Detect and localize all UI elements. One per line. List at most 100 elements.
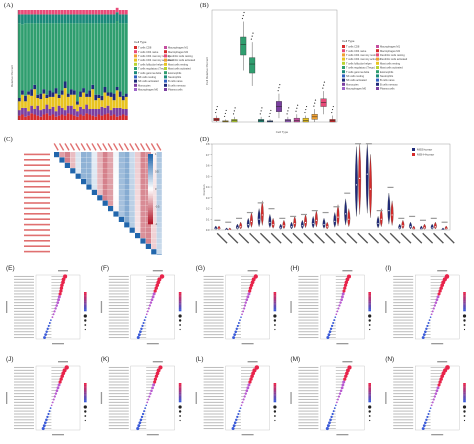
legend-swatch: [164, 46, 167, 49]
lollipop-panel: (M): [290, 356, 372, 436]
lollipop-dot: [46, 327, 49, 330]
lollipop-dot: [147, 307, 150, 310]
heatmap-cell: [97, 195, 103, 201]
size-legend-dot: [84, 324, 87, 326]
column-label: [150, 143, 156, 151]
plot-frame: [225, 365, 270, 431]
row-label: [393, 422, 414, 424]
lollipop-dot: [158, 365, 163, 370]
legend-label: B cells naive: [168, 79, 183, 83]
heatmap-cell: [151, 200, 157, 206]
heatmap-cell: [129, 216, 135, 222]
bar-segment: [76, 104, 79, 112]
heatmap-cell: [124, 206, 130, 212]
lollipop-dot: [422, 424, 426, 428]
bar-segment: [33, 109, 37, 115]
row-label: [24, 213, 50, 215]
x-tick-label: [389, 232, 401, 244]
row-label: [203, 328, 224, 330]
scale-gradient-step: [148, 206, 153, 209]
color-legend-step: [273, 386, 277, 388]
panel-label: (E): [6, 265, 15, 272]
bar-segment: [106, 95, 110, 106]
color-legend-step: [368, 400, 371, 403]
lollipop-dot: [151, 386, 154, 390]
bar-segment: [112, 100, 116, 108]
heatmap-cell: [124, 189, 130, 195]
violin: [236, 223, 239, 230]
heatmap-cell: [156, 206, 162, 212]
outlier-point: [322, 87, 324, 89]
scale-gradient-step: [148, 217, 153, 220]
row-label: [14, 422, 34, 424]
heatmap-cell: [135, 152, 141, 158]
size-legend-dot: [463, 319, 466, 322]
legend-swatch: [134, 88, 137, 91]
bar-segment: [60, 90, 64, 95]
heatmap-cell: [151, 211, 157, 217]
heatmap-cell: [140, 162, 146, 168]
color-legend-step: [368, 383, 371, 385]
legend-label: Dendritic cells resting: [380, 53, 405, 57]
bar-segment: [79, 114, 82, 120]
heatmap-cell: [113, 173, 119, 179]
bar-segment: [73, 23, 76, 91]
color-legend-step: [273, 400, 277, 403]
color-legend-step: [84, 383, 87, 385]
row-label: [298, 378, 319, 380]
x-tick-label: [314, 232, 325, 244]
lollipop-panel: (G): [195, 265, 277, 345]
row-label: [108, 316, 129, 318]
box: [249, 57, 256, 74]
heatmap-cell: [135, 211, 141, 217]
color-legend-step: [463, 387, 466, 390]
lollipop-dot: [242, 398, 245, 401]
p-value-annotation: [430, 217, 437, 219]
plot-frame: [320, 274, 365, 340]
color-legend-step: [368, 301, 371, 304]
heatmap-cell: [102, 157, 108, 163]
plot-frame: [415, 365, 460, 431]
heatmap-cell: [102, 168, 108, 174]
legend-swatch: [134, 50, 137, 54]
bar-segment: [121, 95, 125, 101]
color-legend-step: [463, 298, 466, 301]
panel-label-d: (D): [200, 136, 210, 143]
scale-gradient-step: [148, 194, 153, 197]
column-label: [85, 143, 92, 151]
row-label: [14, 328, 34, 330]
bar-segment: [76, 101, 79, 105]
color-legend-step: [463, 399, 466, 401]
heatmap-cell: [145, 227, 151, 233]
row-label: [108, 422, 129, 424]
lollipop-dot: [254, 365, 260, 370]
outlier-point: [278, 87, 280, 89]
heatmap-cell: [91, 152, 97, 158]
panel-b: Cell Relative Percent Cell Type Cell Typ…: [200, 6, 470, 134]
legend-label: Plasma cells: [168, 88, 183, 92]
bar-segment: [57, 23, 61, 95]
legend-label: T cells CD4 memory resting: [346, 53, 379, 57]
p-value-annotation: [279, 217, 286, 219]
row-label: [14, 278, 34, 280]
bar-segment: [109, 115, 113, 120]
bar-segment: [91, 89, 95, 109]
lollipop-dot: [146, 401, 149, 404]
lollipop-dot: [232, 424, 236, 428]
heatmap-cell: [151, 222, 157, 228]
size-legend-dot: [179, 419, 181, 422]
lollipop-dot: [436, 295, 440, 299]
lollipop-dot: [243, 304, 247, 307]
row-label: [24, 153, 50, 156]
row-label: [298, 425, 319, 427]
lollipop-dot: [434, 392, 438, 395]
violin: [369, 154, 372, 218]
row-label: [108, 390, 129, 392]
bar-segment: [48, 109, 52, 116]
panel-label: (J): [6, 356, 14, 363]
bar-segment: [115, 12, 119, 21]
heatmap-cell: [102, 179, 108, 185]
row-label: [203, 275, 224, 277]
lollipop-dot: [327, 333, 331, 337]
lollipop-dot: [58, 292, 62, 296]
